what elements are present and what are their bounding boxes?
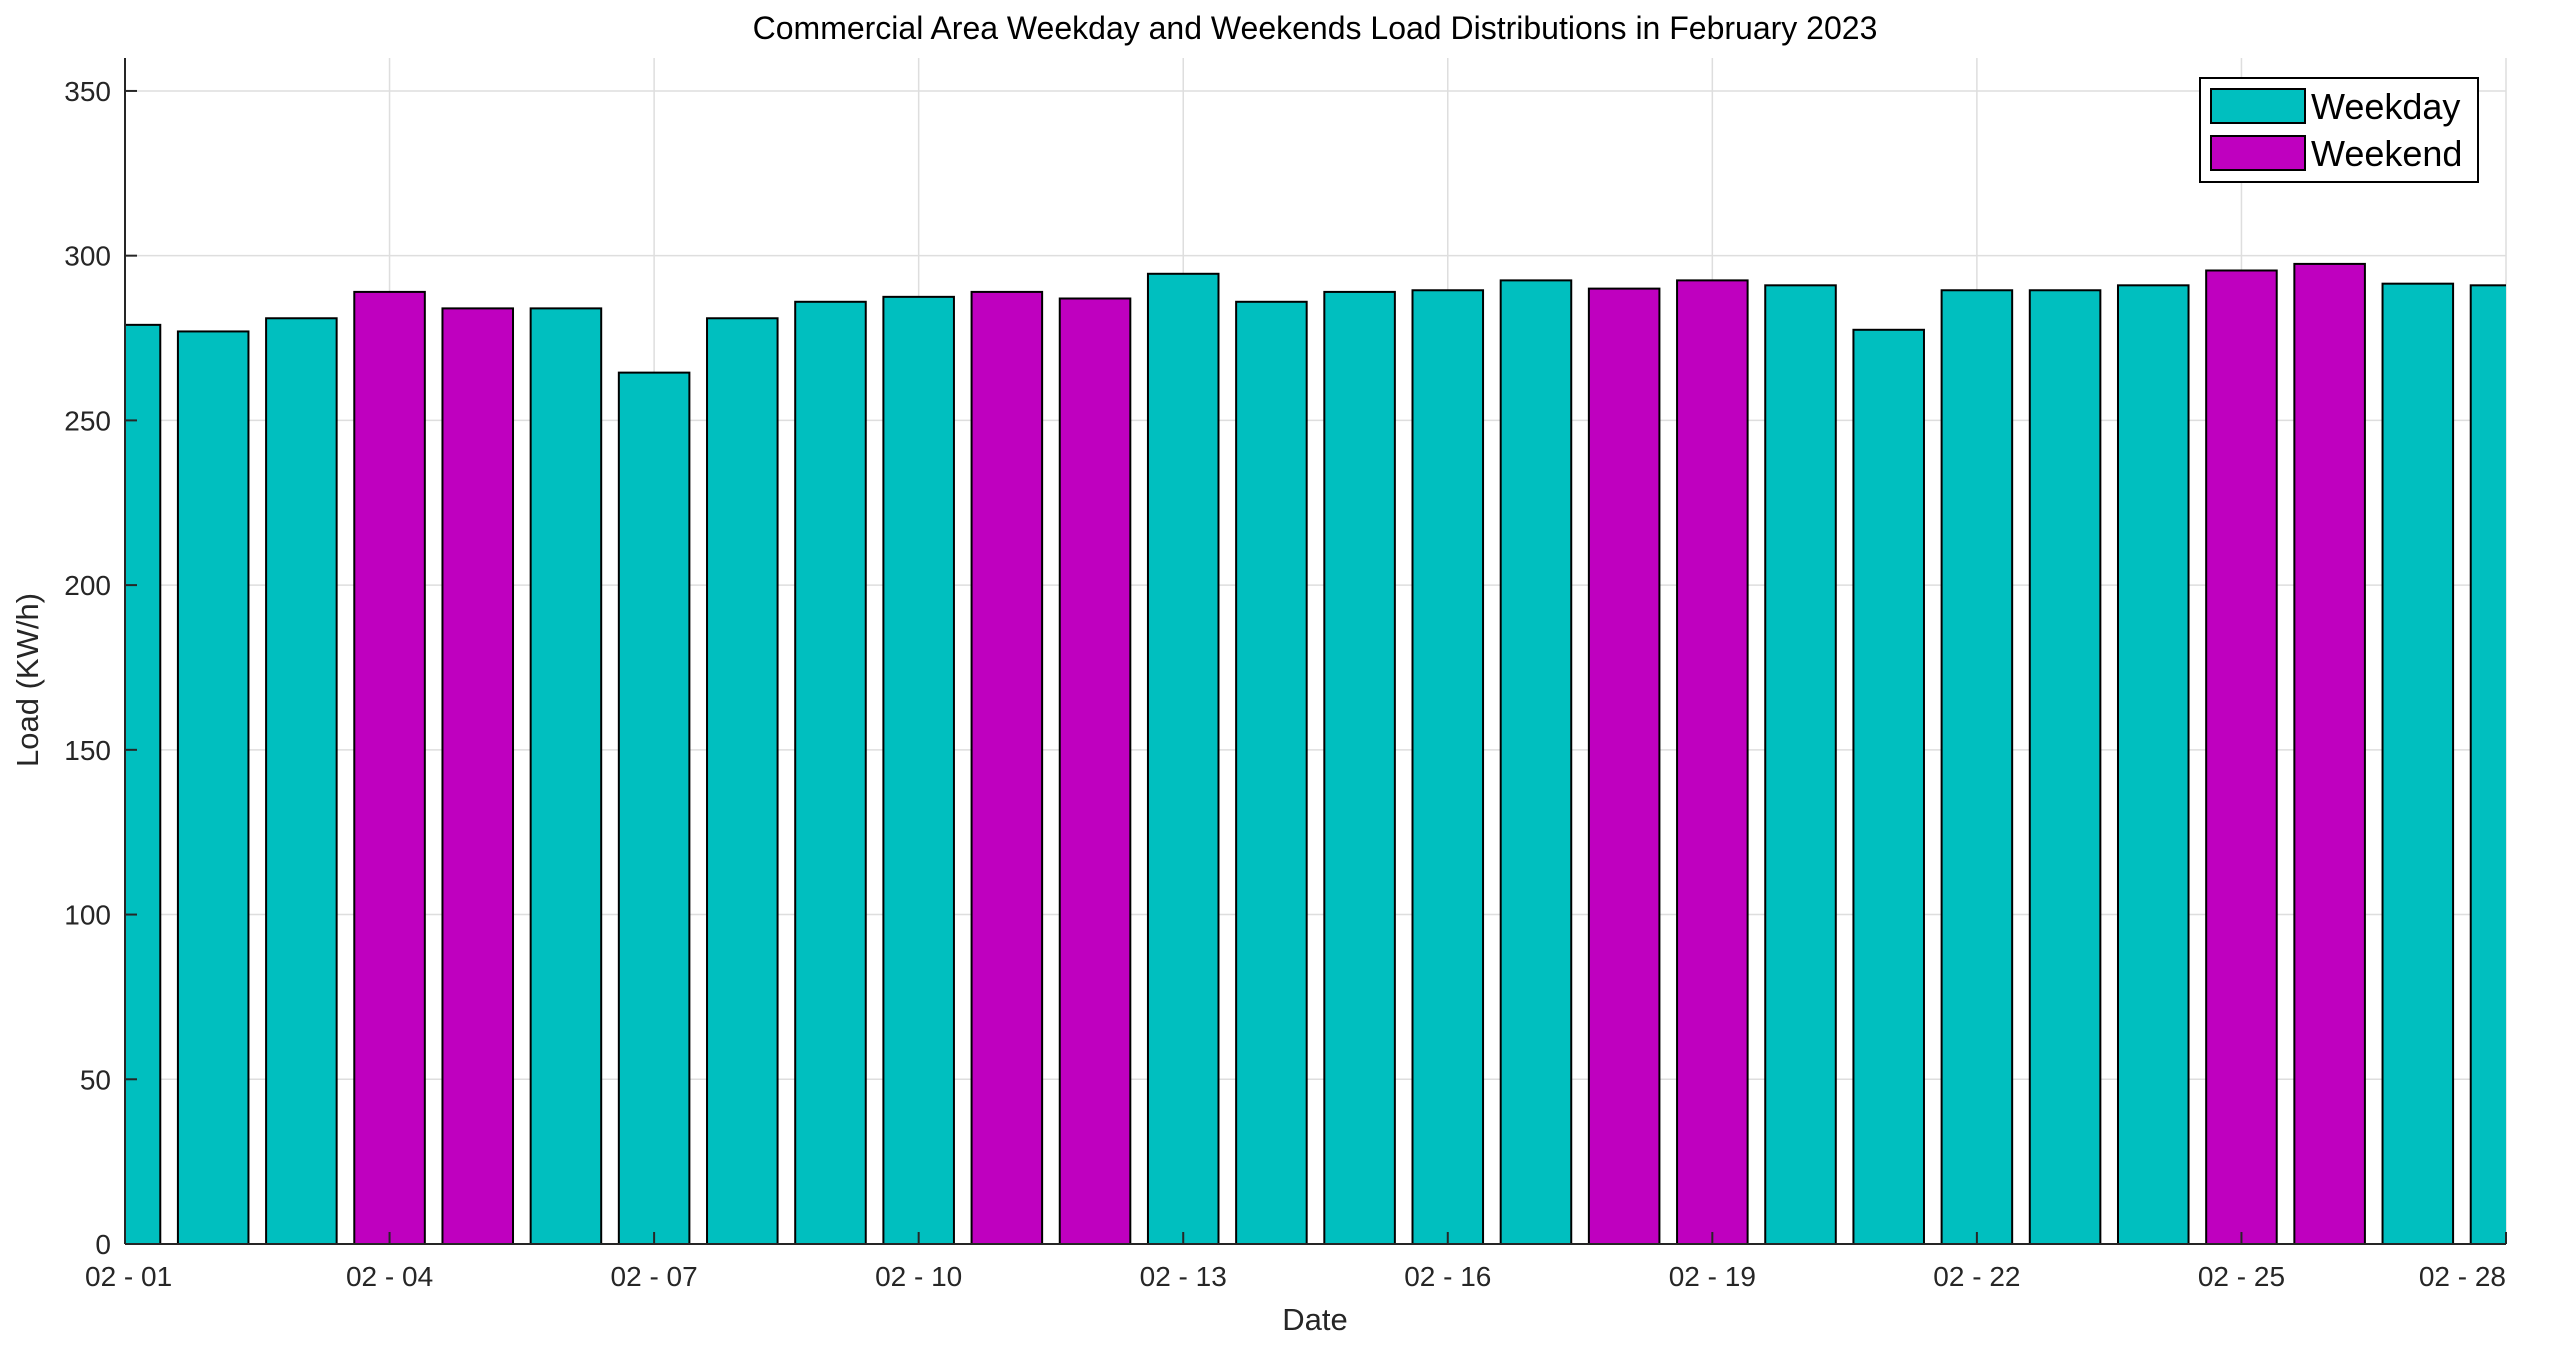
y-tick-label: 200 bbox=[64, 570, 111, 601]
bar-02-03 bbox=[265, 317, 338, 1245]
bar-02-06 bbox=[529, 307, 603, 1245]
legend: Weekday Weekend bbox=[2199, 77, 2479, 183]
bar-02-14 bbox=[1235, 300, 1308, 1245]
bar-02-27 bbox=[2381, 282, 2455, 1245]
x-tick-label: 02 - 01 bbox=[85, 1261, 172, 1292]
bar-02-11 bbox=[970, 290, 1044, 1245]
x-tick-label: 02 - 19 bbox=[1669, 1261, 1756, 1292]
axes bbox=[124, 58, 2507, 1245]
bar-02-12 bbox=[1058, 297, 1132, 1245]
bar-02-08 bbox=[706, 317, 779, 1245]
bar-02-22 bbox=[1940, 289, 2014, 1245]
bar-02-17 bbox=[1499, 279, 1573, 1245]
bar-02-10 bbox=[882, 295, 955, 1245]
legend-swatch-weekday bbox=[2210, 88, 2306, 124]
bar-02-15 bbox=[1323, 290, 1396, 1245]
y-axis-title: Load (KW/h) bbox=[10, 593, 45, 767]
x-tick-label: 02 - 13 bbox=[1140, 1261, 1227, 1292]
y-tick-label: 150 bbox=[64, 735, 111, 766]
bar-02-05 bbox=[441, 307, 515, 1245]
legend-label-weekend: Weekend bbox=[2311, 133, 2462, 174]
x-tick-label: 02 - 22 bbox=[1933, 1261, 2020, 1292]
bar-02-26 bbox=[2293, 262, 2366, 1245]
y-tick-label: 100 bbox=[64, 900, 111, 931]
chart-title: Commercial Area Weekday and Weekends Loa… bbox=[753, 10, 1878, 46]
bar-02-02 bbox=[176, 330, 250, 1245]
x-tick-label: 02 - 07 bbox=[611, 1261, 698, 1292]
bar-02-04 bbox=[353, 290, 426, 1245]
y-tick-label: 350 bbox=[64, 76, 111, 107]
tick-labels: 0 50 100 150 200 250 300 350 02 - 01 02 - 04 02 - … bbox=[64, 76, 2506, 1292]
bar-02-24 bbox=[2116, 284, 2190, 1246]
y-tick-label: 0 bbox=[95, 1229, 111, 1260]
y-tick-label: 300 bbox=[64, 241, 111, 272]
x-tick-label: 02 - 16 bbox=[1404, 1261, 1491, 1292]
legend-swatch-weekend bbox=[2210, 135, 2306, 171]
x-tick-label: 02 - 10 bbox=[875, 1261, 962, 1292]
bar-02-13 bbox=[1146, 272, 1220, 1245]
y-tick-label: 250 bbox=[64, 405, 111, 436]
bar-02-25 bbox=[2205, 269, 2278, 1246]
bar-02-19 bbox=[1676, 279, 1749, 1245]
x-axis-title: Date bbox=[1282, 1302, 1347, 1337]
y-tick-label: 50 bbox=[80, 1064, 111, 1095]
bars bbox=[125, 262, 2506, 1246]
x-tick-label: 02 - 25 bbox=[2198, 1261, 2285, 1292]
bar-02-16 bbox=[1411, 289, 1485, 1245]
x-tick-label: 02 - 04 bbox=[346, 1261, 433, 1292]
bar-02-09 bbox=[794, 300, 867, 1245]
legend-label-weekday: Weekday bbox=[2311, 86, 2460, 127]
bar-02-21 bbox=[1852, 328, 1925, 1245]
bar-02-18 bbox=[1587, 287, 1661, 1246]
x-tick-label: 02 - 28 bbox=[2419, 1261, 2506, 1292]
bar-02-07 bbox=[617, 371, 691, 1245]
bar-02-20 bbox=[1764, 284, 1837, 1246]
bar-02-28 bbox=[2469, 284, 2506, 1246]
bar-02-23 bbox=[2028, 289, 2102, 1245]
